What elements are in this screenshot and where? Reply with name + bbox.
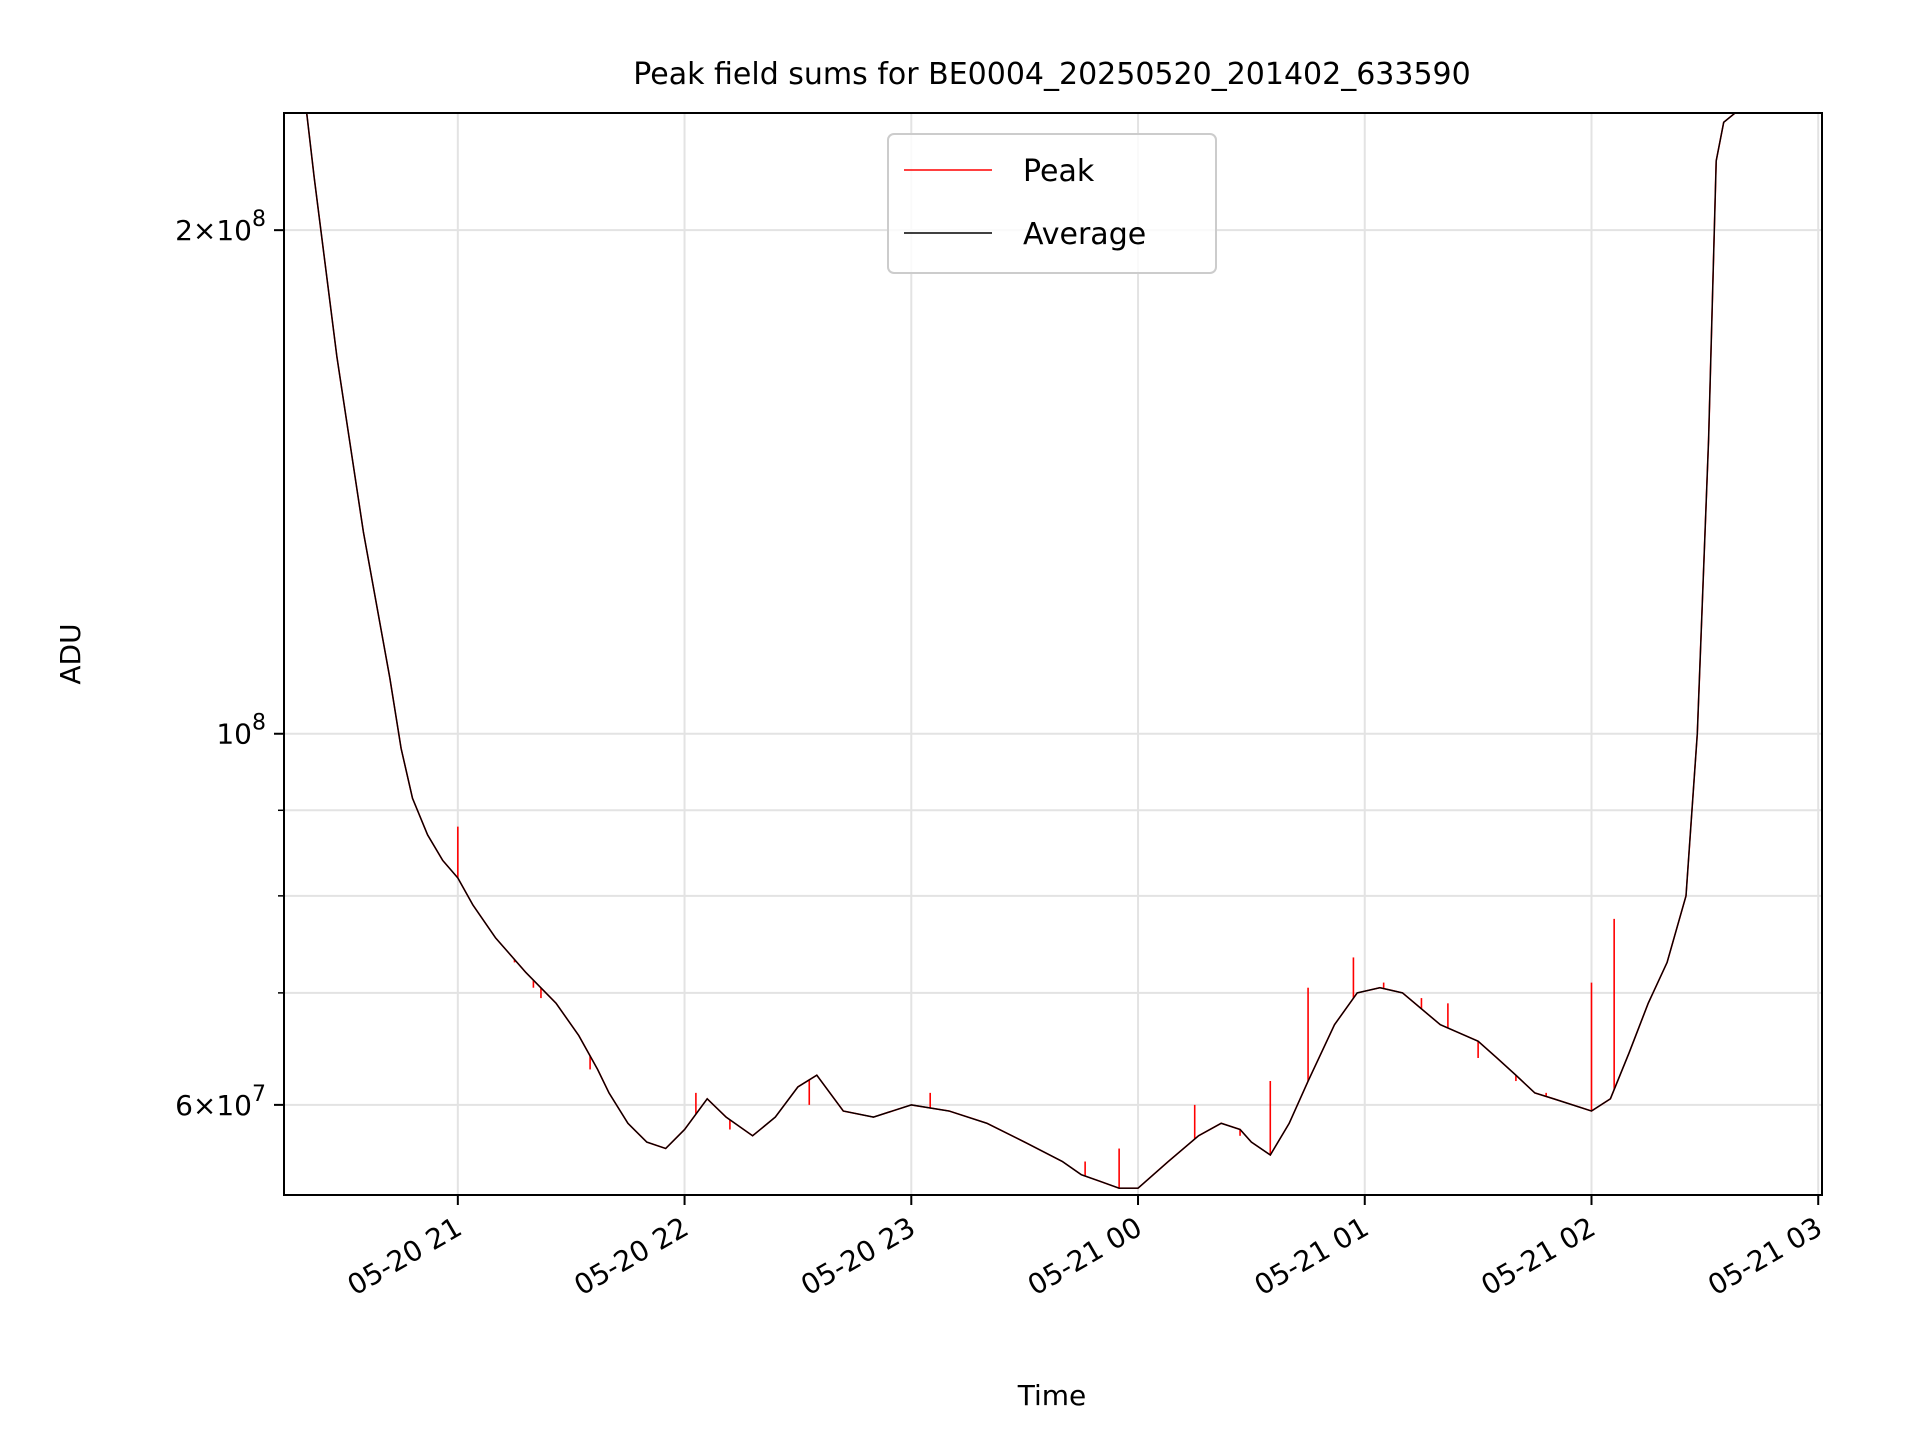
y-axis-label: ADU — [54, 623, 87, 684]
legend: Peak Average — [887, 133, 1217, 274]
x-axis-label: Time — [1017, 1379, 1087, 1412]
chart-title: Peak field sums for BE0004_20250520_2014… — [633, 57, 1470, 92]
plot-frame — [283, 112, 1823, 1196]
y-axis: 2×108 108 6×107 — [175, 207, 284, 1122]
legend-label-average: Average — [1023, 217, 1146, 252]
y-tick-label: 108 — [216, 711, 266, 751]
average-series-line — [284, 113, 1736, 1189]
y-tick-label: 6×107 — [175, 1082, 266, 1122]
series-layer — [284, 113, 1736, 1189]
grid — [284, 113, 1822, 1195]
y-tick-label: 2×108 — [175, 207, 266, 247]
legend-box — [887, 133, 1217, 274]
legend-label-peak: Peak — [1023, 154, 1095, 189]
